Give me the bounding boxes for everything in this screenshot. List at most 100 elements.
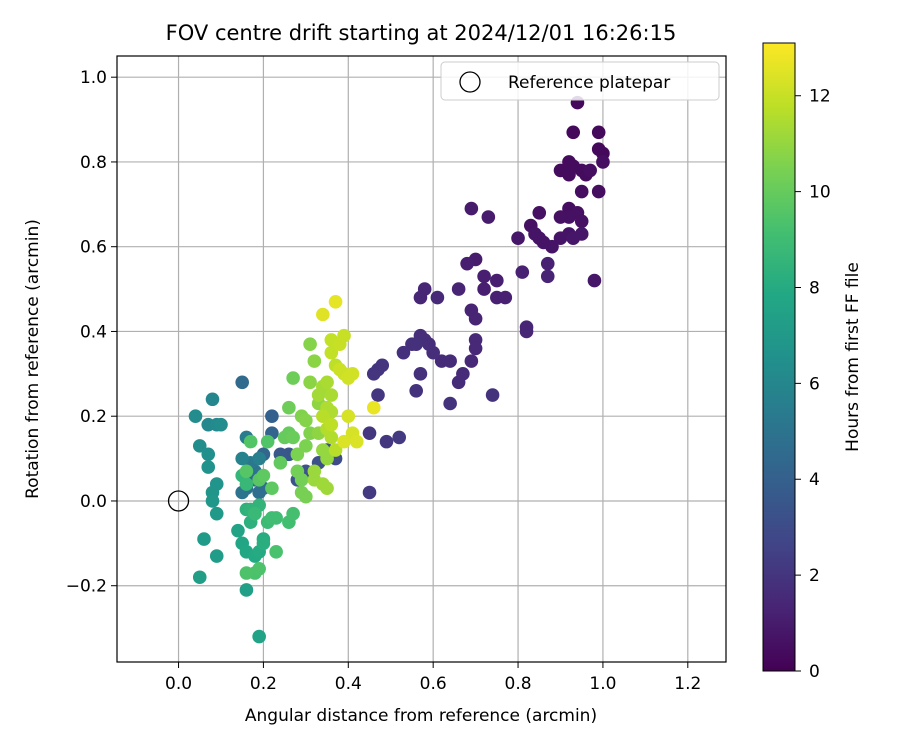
x-tick-label: 1.2 — [674, 674, 701, 694]
legend-marker-circle-icon — [459, 71, 481, 93]
scatter-point — [366, 400, 381, 415]
scatter-point — [451, 375, 466, 390]
scatter-point — [324, 417, 339, 432]
scatter-point — [269, 511, 283, 525]
scatter-point — [290, 447, 305, 462]
scatter-point — [252, 561, 266, 576]
scatter-point — [345, 367, 360, 381]
reference-marker-circle-icon — [167, 490, 190, 512]
scatter-point — [566, 125, 581, 140]
scatter-point — [282, 400, 296, 415]
scatter-point — [362, 485, 377, 500]
scatter-point — [574, 227, 589, 241]
scatter-point — [205, 494, 220, 508]
x-tick-label: 0.0 — [165, 674, 192, 694]
scatter-point — [545, 239, 559, 254]
scatter-point — [256, 468, 271, 483]
scatter-point — [574, 184, 589, 199]
scatter-point — [192, 439, 207, 453]
scatter-point — [328, 443, 343, 457]
scatter-point — [265, 481, 279, 496]
scatter-point — [248, 506, 262, 521]
colorbar-tick-label: 8 — [809, 278, 820, 298]
scatter-point — [405, 337, 419, 351]
scatter-point — [239, 477, 254, 491]
scatter-point — [349, 434, 364, 449]
scatter-point — [299, 439, 313, 453]
scatter-point — [209, 506, 224, 521]
scatter-point — [324, 388, 339, 402]
scatter-point — [574, 214, 589, 229]
scatter-point — [485, 388, 500, 402]
scatter-point — [269, 545, 283, 559]
scatter-point — [591, 184, 606, 199]
scatter-point — [256, 536, 271, 551]
y-tick-label: −0.2 — [66, 577, 107, 597]
scatter-point — [464, 354, 479, 368]
scatter-point — [231, 523, 245, 538]
scatter-point — [239, 583, 254, 597]
scatter-point — [477, 269, 491, 284]
scatter-point — [591, 125, 606, 140]
scatter-point — [243, 434, 258, 449]
scatter-point — [307, 354, 322, 368]
chart-title: FOV centre drift starting at 2024/12/01 … — [166, 21, 677, 45]
scatter-point — [515, 265, 530, 279]
y-axis-ticks: −0.2 0.0 0.2 0.4 0.6 0.8 1.0 — [66, 68, 117, 597]
scatter-point — [540, 269, 555, 284]
scatter-point — [443, 396, 457, 411]
scatter-point — [519, 324, 534, 339]
scatter-point — [294, 472, 309, 487]
scatter-point — [235, 451, 249, 466]
colorbar-tick-label: 0 — [809, 662, 820, 682]
scatter-point — [320, 481, 334, 496]
scatter-point — [273, 456, 288, 470]
scatter-point — [252, 485, 266, 500]
scatter-point — [337, 328, 351, 343]
scatter-point — [596, 155, 610, 169]
scatter-point — [239, 566, 254, 580]
colorbar-tick-label: 4 — [809, 470, 820, 490]
scatter-point — [366, 367, 381, 381]
scatter-point — [260, 434, 275, 449]
legend-box — [440, 61, 720, 101]
x-tick-label: 0.8 — [505, 674, 532, 694]
colorbar-tick-label: 10 — [809, 183, 831, 203]
x-axis-label: Angular distance from reference (arcmin) — [245, 706, 597, 726]
scatter-point — [299, 413, 313, 428]
scatter-point — [316, 307, 330, 322]
scatter-point — [409, 383, 423, 398]
scatter-point — [303, 337, 317, 351]
x-axis-ticks: 0.0 0.2 0.4 0.6 0.8 1.0 1.2 — [165, 662, 701, 694]
scatter-point — [583, 163, 597, 178]
y-tick-label: 0.2 — [80, 407, 107, 427]
x-tick-label: 0.2 — [250, 674, 277, 694]
colorbar-gradient — [763, 43, 795, 671]
scatter-points — [188, 95, 610, 644]
scatter-point — [468, 341, 483, 356]
y-tick-label: 0.4 — [80, 322, 107, 342]
scatter-point — [303, 375, 317, 390]
scatter-point — [490, 273, 504, 288]
scatter-point — [320, 451, 334, 466]
scatter-point — [252, 451, 266, 466]
scatter-point — [553, 210, 568, 224]
scatter-point — [540, 256, 555, 271]
scatter-point — [341, 409, 356, 424]
x-tick-label: 1.0 — [589, 674, 616, 694]
scatter-point — [265, 409, 279, 424]
y-axis-label: Rotation from reference (arcmin) — [23, 219, 43, 499]
scatter-point — [481, 210, 496, 224]
scatter-point — [362, 426, 377, 440]
colorbar-tick-label: 6 — [809, 374, 820, 394]
scatter-point — [239, 464, 254, 479]
colorbar-tick-label: 12 — [809, 87, 831, 107]
scatter-point — [214, 417, 228, 432]
legend-label: Reference platepar — [508, 73, 670, 93]
scatter-point — [286, 371, 300, 385]
scatter-point — [188, 409, 203, 424]
scatter-point — [286, 430, 300, 445]
scatter-point — [337, 434, 351, 449]
